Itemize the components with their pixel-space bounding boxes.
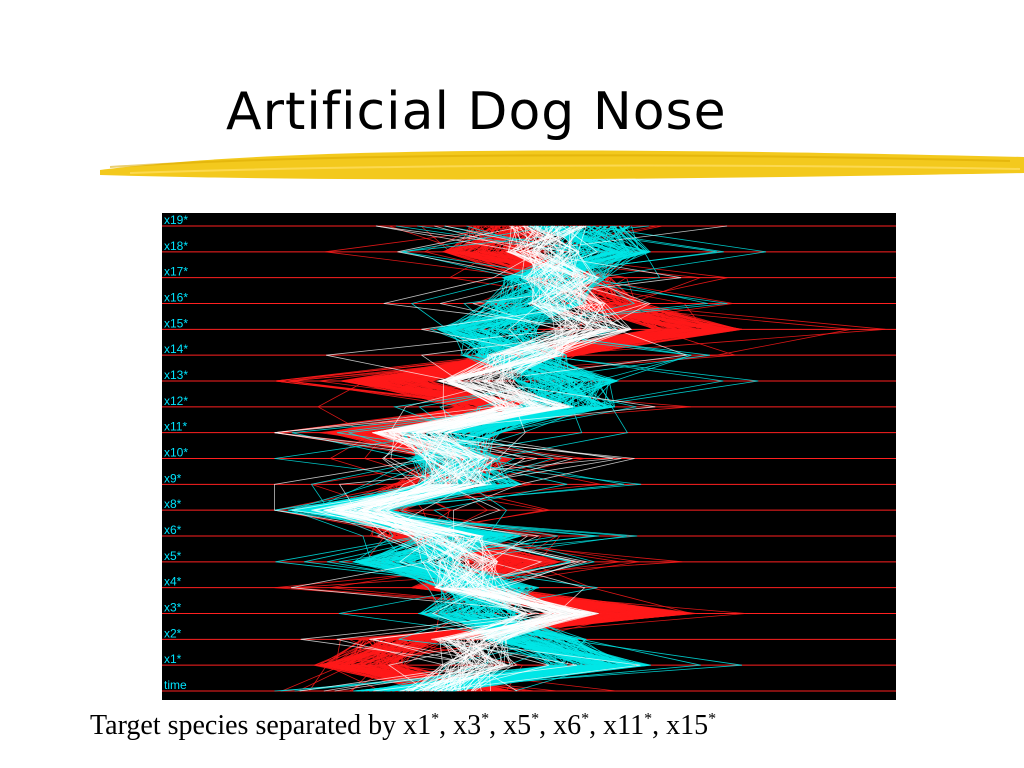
axis-label-x10: x10* [164,446,188,460]
axis-label-x3: x3* [164,601,182,615]
series-line [323,225,576,692]
series-line [357,225,631,692]
caption-var-x15: x15* [666,710,717,741]
series-line [300,225,648,692]
axis-label-x8: x8* [164,497,182,511]
caption-var-x11: x11* [603,710,653,741]
series-line [344,225,638,692]
slide-title: Artificial Dog Nose [226,82,727,142]
series-line [315,225,627,692]
axis-label-x5: x5* [164,549,182,563]
series-line [325,225,599,692]
parallel-coordinates-chart: x19* x18* x17* x16* x15* x14* x13* x12* x11* x10*… [162,213,896,700]
series-line [361,225,633,692]
axis-label-time: time [164,678,187,692]
axis-label-x18: x18* [164,239,188,253]
series-line [299,225,605,692]
highlighter-underline [100,150,1024,180]
axis-label-x2: x2* [164,626,182,640]
series-line [360,225,599,692]
series-line [304,225,626,692]
slide-caption: Target species separated by x1*, x3*, x5… [90,710,716,742]
series-line [274,225,609,692]
series-line [377,225,601,692]
axis-label-x11: x11* [164,420,187,434]
caption-var-x5: x5* [503,710,540,741]
axis-label-x15: x15* [164,316,188,330]
series-line [323,225,567,692]
caption-prefix: Target species separated by [90,710,404,741]
axis-label-x6: x6* [164,523,182,537]
axis-label-x12: x12* [164,394,188,408]
series-line [306,225,624,692]
series-line [384,225,682,692]
series-line [338,225,617,692]
caption-var-x1: x1* [403,710,440,741]
series-line [331,225,651,692]
series-line [341,225,575,692]
series-line [383,225,728,692]
series-line [376,225,588,692]
series-line [326,225,728,692]
caption-variables: x1*, x3*, x5*, x6*, x11*, x15* [403,710,717,741]
series-line [382,225,622,692]
axis-label-x13: x13* [164,368,188,382]
polylines [274,225,886,692]
axis-label-x17: x17* [164,265,188,279]
axis-label-x19: x19* [164,213,188,227]
caption-var-x6: x6* [553,710,590,741]
axis-label-x1: x1* [164,652,182,666]
axis-label-x9: x9* [164,471,182,485]
series-line [360,225,580,692]
series-line [377,225,635,692]
caption-var-x3: x3* [453,710,490,741]
axis-label-x4: x4* [164,575,182,589]
axis-label-x14: x14* [164,342,188,356]
series-line [372,225,615,692]
axis-label-x16: x16* [164,291,188,305]
chart-canvas: x19* x18* x17* x16* x15* x14* x13* x12* x11* x10*… [162,213,896,692]
